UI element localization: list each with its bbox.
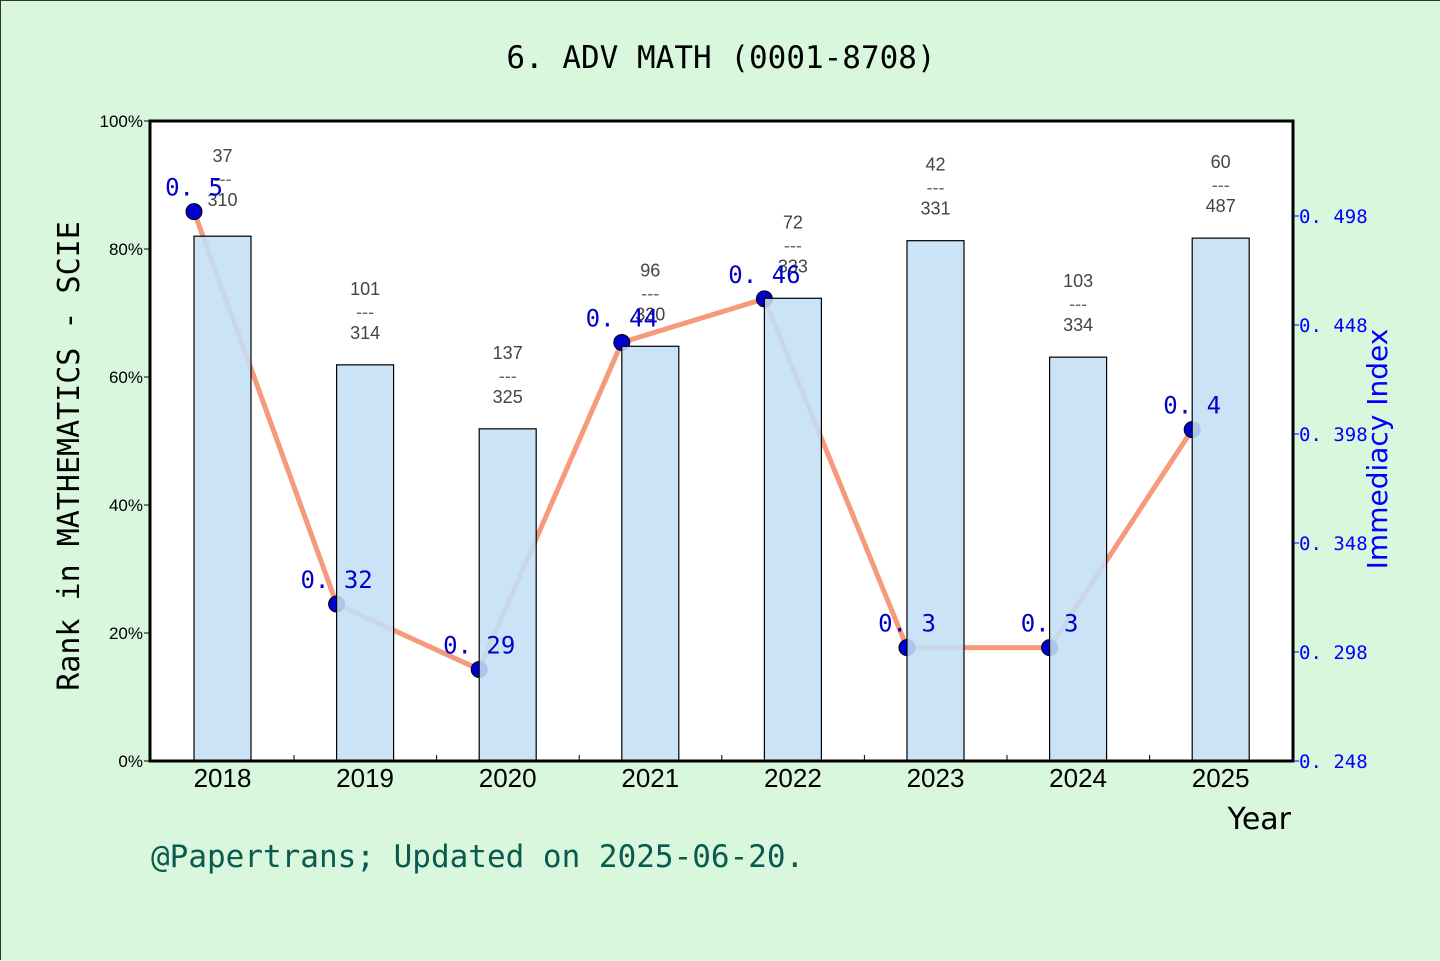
left-tick-label: 60%: [109, 368, 143, 387]
rank-value: 137: [493, 343, 523, 363]
rank-fraction-label: 42 ---331: [920, 155, 950, 219]
rank-value: 103: [1063, 271, 1093, 291]
footer-credit: @Papertrans; Updated on 2025-06-20.: [151, 839, 804, 875]
right-axis-label: Immediacy Index: [1361, 329, 1394, 570]
right-tick-label: 0. 248: [1299, 751, 1368, 773]
rank-total: 334: [1063, 315, 1093, 335]
rank-total: 330: [635, 304, 665, 324]
x-tick-label: 2023: [907, 763, 965, 793]
left-tick-label: 40%: [109, 496, 143, 515]
rank-total: 333: [778, 256, 808, 276]
rank-labels: 37---310101---314137---32596---33072---3…: [207, 146, 1235, 407]
right-tick-label: 0. 298: [1299, 642, 1368, 664]
x-tick-label: 2020: [479, 763, 537, 793]
plot-area: [150, 121, 1293, 761]
immediacy-value-label: 0. 44: [586, 304, 658, 332]
rank-bar[interactable]: [763, 297, 823, 762]
right-y-axis: 0. 248 0. 298 0. 348 0. 398 0. 448 0. 498: [1293, 206, 1368, 773]
left-tick-label: 0%: [118, 752, 143, 771]
right-tick-label: 0. 348: [1299, 533, 1368, 555]
rank-fraction-label: 101 ---314: [350, 279, 380, 343]
left-tick-label: 80%: [109, 240, 143, 259]
immediacy-point[interactable]: [185, 203, 203, 221]
x-tick-label: 2022: [764, 763, 822, 793]
rank-separator: ---: [784, 235, 802, 255]
x-axis-label: Year: [1226, 802, 1291, 837]
rank-separator: ---: [1212, 175, 1230, 195]
rank-total: 310: [207, 190, 237, 210]
rank-value: 72: [783, 212, 803, 232]
left-y-axis: 0% 20% 40% 60% 80% 100%: [100, 112, 150, 771]
right-tick-label: 0. 448: [1299, 315, 1368, 337]
x-axis: 2018 2019 2020 2021 2022 2023 2024 2025: [194, 755, 1250, 793]
rank-value: 60: [1211, 152, 1231, 172]
rank-total: 325: [493, 387, 523, 407]
rank-separator: ---: [1069, 294, 1087, 314]
right-tick-label: 0. 498: [1299, 206, 1368, 228]
rank-total: 487: [1206, 196, 1236, 216]
x-tick-label: 2018: [194, 763, 252, 793]
rank-bar[interactable]: [193, 235, 252, 762]
rank-fraction-label: 137 ---325: [493, 343, 523, 407]
rank-separator: ---: [214, 169, 232, 189]
rank-fraction-label: 103 ---334: [1063, 271, 1093, 335]
rank-fraction-label: 60 ---487: [1206, 152, 1236, 216]
x-tick-label: 2019: [336, 763, 394, 793]
immediacy-value-label: 0. 5: [165, 174, 223, 202]
immediacy-value-label: 0. 29: [443, 631, 515, 659]
rank-bar[interactable]: [1191, 237, 1250, 762]
rank-bar[interactable]: [906, 240, 965, 762]
rank-bar[interactable]: [621, 345, 680, 762]
left-tick-label: 20%: [109, 624, 143, 643]
rank-separator: ---: [499, 366, 517, 386]
chart-title: 6. ADV MATH (0001-8708): [506, 40, 935, 76]
left-tick-label: 100%: [100, 112, 143, 131]
left-axis-label: Rank in MATHEMATICS - SCIE: [52, 221, 87, 691]
right-tick-label: 0. 398: [1299, 424, 1368, 446]
rank-value: 42: [925, 155, 945, 175]
rank-separator: ---: [641, 283, 659, 303]
immediacy-value-label: 0. 32: [300, 566, 372, 594]
x-tick-label: 2024: [1049, 763, 1107, 793]
rank-fraction-label: 72 ---333: [778, 212, 808, 276]
rank-separator: ---: [927, 178, 945, 198]
x-tick-label: 2021: [621, 763, 679, 793]
rank-fraction-label: 96 ---330: [635, 260, 665, 324]
rank-bar-series: [193, 235, 1250, 762]
immediacy-value-label: 0. 3: [1021, 610, 1079, 638]
immediacy-labels: 0. 5 0. 32 0. 29 0. 44 0. 46 0. 3 0. 3 0. 4: [165, 174, 1221, 660]
immediacy-value-label: 0. 46: [728, 261, 800, 289]
rank-bar[interactable]: [336, 364, 395, 762]
rank-value: 96: [640, 260, 660, 280]
rank-value: 101: [350, 279, 380, 299]
rank-separator: ---: [356, 302, 374, 322]
immediacy-value-label: 0. 4: [1163, 392, 1221, 420]
rank-value: 37: [212, 146, 232, 166]
immediacy-value-label: 0. 3: [878, 610, 936, 638]
rank-bar[interactable]: [1048, 356, 1108, 762]
rank-total: 331: [920, 199, 950, 219]
rank-fraction-label: 37 ---310: [207, 146, 237, 210]
x-tick-label: 2025: [1192, 763, 1250, 793]
rank-bar[interactable]: [478, 428, 537, 762]
rank-total: 314: [350, 323, 380, 343]
